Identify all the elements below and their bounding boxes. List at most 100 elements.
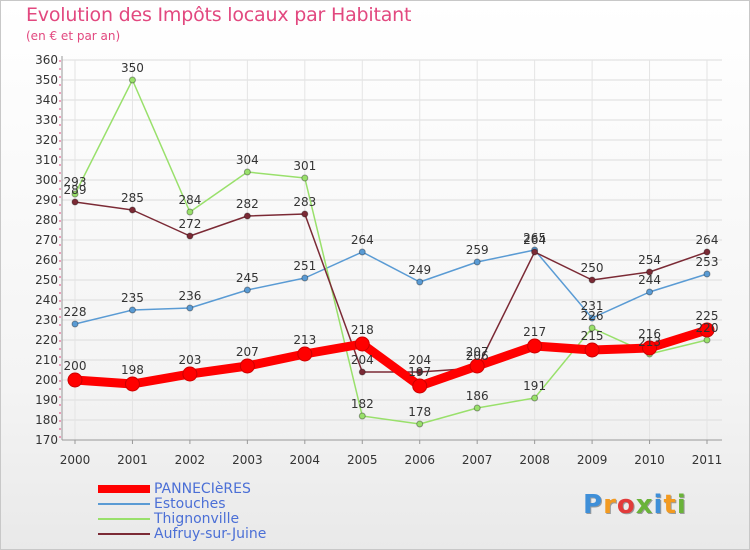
x-tick-label: 2010 bbox=[634, 453, 665, 467]
y-tick-label: 230 bbox=[35, 313, 58, 327]
data-point bbox=[416, 420, 424, 428]
x-tick-label: 2000 bbox=[60, 453, 91, 467]
data-label: 197 bbox=[408, 365, 431, 379]
y-tick-label: 310 bbox=[35, 153, 58, 167]
data-point bbox=[703, 248, 711, 256]
data-label: 245 bbox=[236, 271, 259, 285]
data-label: 301 bbox=[293, 159, 316, 173]
data-label: 283 bbox=[293, 195, 316, 209]
data-point bbox=[297, 346, 313, 362]
data-label: 198 bbox=[121, 363, 144, 377]
data-point bbox=[67, 372, 83, 388]
logo-letter: i bbox=[653, 490, 664, 520]
data-label: 249 bbox=[408, 263, 431, 277]
data-label: 264 bbox=[696, 233, 719, 247]
data-point bbox=[527, 338, 543, 354]
x-tick-label: 2011 bbox=[692, 453, 723, 467]
data-label: 213 bbox=[293, 333, 316, 347]
y-tick-label: 170 bbox=[35, 433, 58, 447]
y-tick-label: 320 bbox=[35, 133, 58, 147]
data-point bbox=[473, 258, 481, 266]
data-point bbox=[301, 174, 309, 182]
series-line-Thignonville bbox=[74, 79, 708, 425]
data-label: 231 bbox=[581, 299, 604, 313]
data-label: 251 bbox=[293, 259, 316, 273]
y-tick-label: 340 bbox=[35, 93, 58, 107]
data-point bbox=[412, 378, 428, 394]
y-tick-label: 280 bbox=[35, 213, 58, 227]
series-line-Aufruy-sur-Juine bbox=[74, 201, 708, 373]
data-point bbox=[703, 336, 711, 344]
data-point bbox=[239, 358, 255, 374]
data-point bbox=[646, 288, 654, 296]
data-point bbox=[358, 368, 366, 376]
data-label: 191 bbox=[523, 379, 546, 393]
x-tick-label: 2009 bbox=[577, 453, 608, 467]
data-label: 204 bbox=[351, 353, 374, 367]
data-label: 264 bbox=[523, 233, 546, 247]
y-tick-label: 190 bbox=[35, 393, 58, 407]
data-label: 253 bbox=[696, 255, 719, 269]
data-point bbox=[642, 340, 658, 356]
data-point bbox=[243, 168, 251, 176]
legend-label: PANNECIèRES bbox=[154, 481, 251, 497]
series-lines bbox=[67, 76, 715, 428]
data-label: 282 bbox=[236, 197, 259, 211]
data-label: 350 bbox=[121, 61, 144, 75]
data-point bbox=[128, 206, 136, 214]
proxiti-logo: Proxiti bbox=[583, 490, 687, 520]
data-label: 235 bbox=[121, 291, 144, 305]
logo-letter: P bbox=[583, 490, 604, 520]
data-label: 204 bbox=[408, 353, 431, 367]
x-tick-label: 2004 bbox=[290, 453, 321, 467]
y-tick-label: 360 bbox=[35, 53, 58, 67]
y-tick-label: 300 bbox=[35, 173, 58, 187]
data-point bbox=[243, 286, 251, 294]
data-label: 228 bbox=[64, 305, 87, 319]
y-tick-label: 250 bbox=[35, 273, 58, 287]
data-label: 259 bbox=[466, 243, 489, 257]
data-point bbox=[182, 366, 198, 382]
data-point bbox=[358, 248, 366, 256]
legend-swatch bbox=[98, 518, 150, 520]
y-tick-label: 260 bbox=[35, 253, 58, 267]
data-label: 250 bbox=[581, 261, 604, 275]
data-label: 207 bbox=[466, 345, 489, 359]
data-label: 264 bbox=[351, 233, 374, 247]
legend-swatch bbox=[98, 533, 150, 535]
data-point bbox=[588, 276, 596, 284]
data-label: 203 bbox=[178, 353, 201, 367]
data-point bbox=[124, 376, 140, 392]
legend-label: Estouches bbox=[154, 496, 226, 512]
data-label: 254 bbox=[638, 253, 661, 267]
x-tick-label: 2003 bbox=[232, 453, 263, 467]
legend-label: Thignonville bbox=[154, 511, 240, 527]
series-line-Estouches bbox=[74, 249, 708, 325]
chart-title: Evolution des Impôts locaux par Habitant bbox=[26, 4, 412, 26]
data-label: 293 bbox=[64, 175, 87, 189]
x-tick-label: 2006 bbox=[404, 453, 435, 467]
data-point bbox=[473, 404, 481, 412]
data-point bbox=[128, 306, 136, 314]
legend-swatch bbox=[98, 503, 150, 505]
chart-subtitle: (en € et par an) bbox=[26, 29, 121, 43]
data-point bbox=[584, 342, 600, 358]
data-label: 304 bbox=[236, 153, 259, 167]
data-point bbox=[301, 210, 309, 218]
data-label: 215 bbox=[581, 329, 604, 343]
data-label: 225 bbox=[696, 309, 719, 323]
data-label: 220 bbox=[696, 321, 719, 335]
data-point bbox=[243, 212, 251, 220]
data-point bbox=[71, 190, 79, 198]
data-labels: 200 198 203 207 213 218 197 207 217 215 216 225 228 2… bbox=[64, 61, 719, 419]
axes bbox=[59, 56, 722, 444]
data-label: 272 bbox=[178, 217, 201, 231]
logo-letter: i bbox=[676, 490, 687, 520]
legend-label: Aufruy-sur-Juine bbox=[154, 526, 267, 542]
data-point bbox=[71, 198, 79, 206]
data-label: 206 bbox=[466, 349, 489, 363]
y-tick-label: 200 bbox=[35, 373, 58, 387]
y-tick-labels: 170 180 190 200 210 220 230 240 250 260 270 280 290 3… bbox=[35, 53, 58, 447]
y-tick-label: 240 bbox=[35, 293, 58, 307]
data-label: 217 bbox=[523, 325, 546, 339]
